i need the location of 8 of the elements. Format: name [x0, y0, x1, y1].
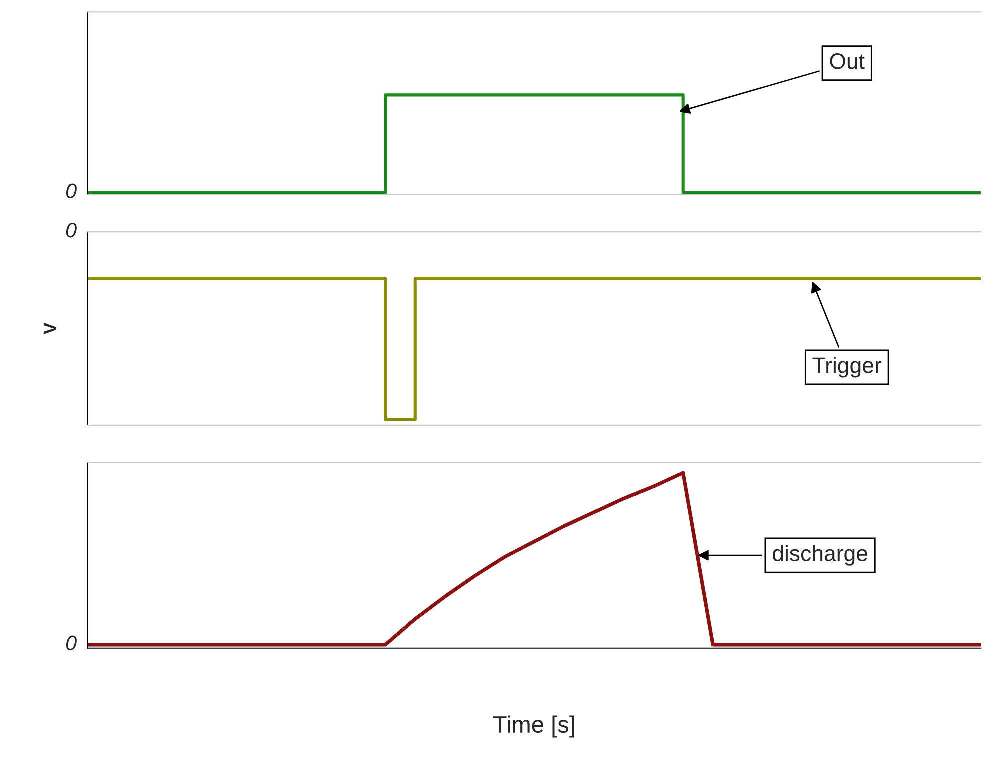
annotation: 0 — [66, 636, 77, 651]
text: 0 — [66, 184, 77, 198]
text: 0 — [66, 222, 77, 238]
y-axis-title: V — [44, 322, 56, 335]
x-axis-title: Time [s] — [493, 716, 574, 738]
annotation: discharge — [773, 545, 868, 566]
annotation: Trigger — [812, 357, 882, 378]
text: Out — [830, 54, 865, 70]
